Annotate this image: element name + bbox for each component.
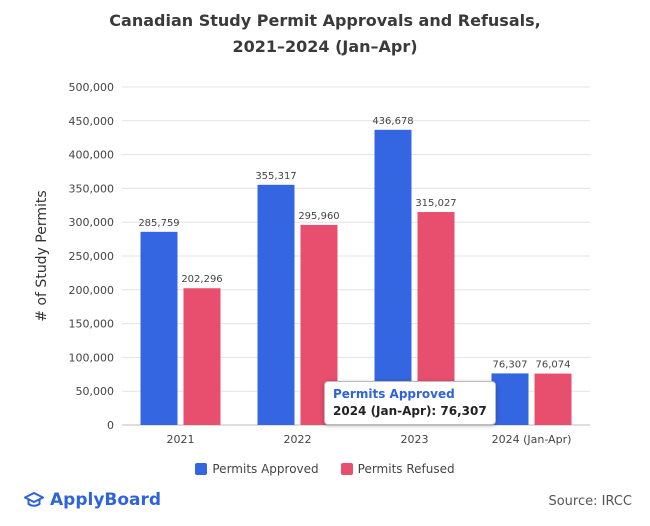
graduation-cap-icon: [24, 492, 44, 507]
bar: [140, 231, 178, 425]
y-tick-label: 400,000: [69, 149, 115, 162]
data-label: 202,296: [181, 274, 222, 285]
chart-title-line1: Canadian Study Permit Approvals and Refu…: [109, 11, 541, 30]
source-note: Source: IRCC: [548, 494, 632, 509]
brand-name: ApplyBoard: [50, 490, 162, 510]
bar: [183, 288, 221, 425]
y-tick-label: 300,000: [69, 216, 115, 229]
x-tick-label: 2023: [401, 433, 429, 446]
legend-label-refused: Permits Refused: [357, 462, 455, 476]
data-label: 436,678: [372, 116, 413, 127]
x-tick-label: 2024 (Jan-Apr): [492, 433, 572, 446]
y-tick-label: 350,000: [69, 182, 115, 195]
y-tick-label: 200,000: [69, 284, 115, 297]
y-tick-label: 150,000: [69, 318, 115, 331]
data-label: 76,074: [536, 360, 571, 371]
x-tick-label: 2021: [167, 433, 195, 446]
y-tick-label: 500,000: [69, 81, 115, 94]
chart-title-line2: 2021–2024 (Jan–Apr): [232, 37, 418, 56]
y-tick-label: 450,000: [69, 115, 115, 128]
y-tick-label: 250,000: [69, 250, 115, 263]
data-label: 355,317: [255, 171, 296, 182]
y-tick-label: 0: [107, 419, 114, 432]
legend-swatch-refused: [340, 463, 353, 475]
y-tick-label: 100,000: [69, 351, 115, 364]
data-label: 295,960: [298, 211, 339, 222]
chart-title: Canadian Study Permit Approvals and Refu…: [0, 8, 650, 60]
data-label: 76,307: [493, 359, 528, 370]
chart-tooltip: Permits Approved 2024 (Jan-Apr): 76,307: [324, 381, 496, 425]
y-axis-label: # of Study Permits: [34, 190, 50, 321]
data-label: 285,759: [138, 218, 179, 229]
legend-swatch-approved: [195, 463, 208, 475]
bar: [374, 129, 412, 426]
bar: [534, 373, 572, 425]
tooltip-series: Permits Approved: [333, 387, 455, 401]
bar: [491, 373, 529, 425]
legend-item-approved[interactable]: Permits Approved: [195, 462, 319, 476]
bar: [257, 184, 295, 425]
legend-item-refused[interactable]: Permits Refused: [340, 462, 455, 476]
tooltip-value: 2024 (Jan-Apr): 76,307: [333, 404, 487, 418]
applyboard-logo[interactable]: ApplyBoard: [24, 490, 161, 510]
data-label: 315,027: [415, 198, 456, 209]
x-tick-label: 2022: [284, 433, 312, 446]
y-tick-label: 50,000: [76, 385, 115, 398]
legend-label-approved: Permits Approved: [212, 462, 319, 476]
legend: Permits Approved Permits Refused: [0, 462, 650, 476]
